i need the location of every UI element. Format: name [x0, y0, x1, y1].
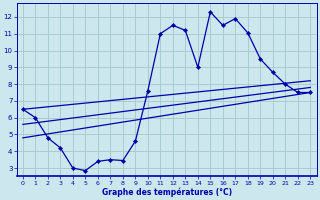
- X-axis label: Graphe des températures (°C): Graphe des températures (°C): [101, 187, 232, 197]
